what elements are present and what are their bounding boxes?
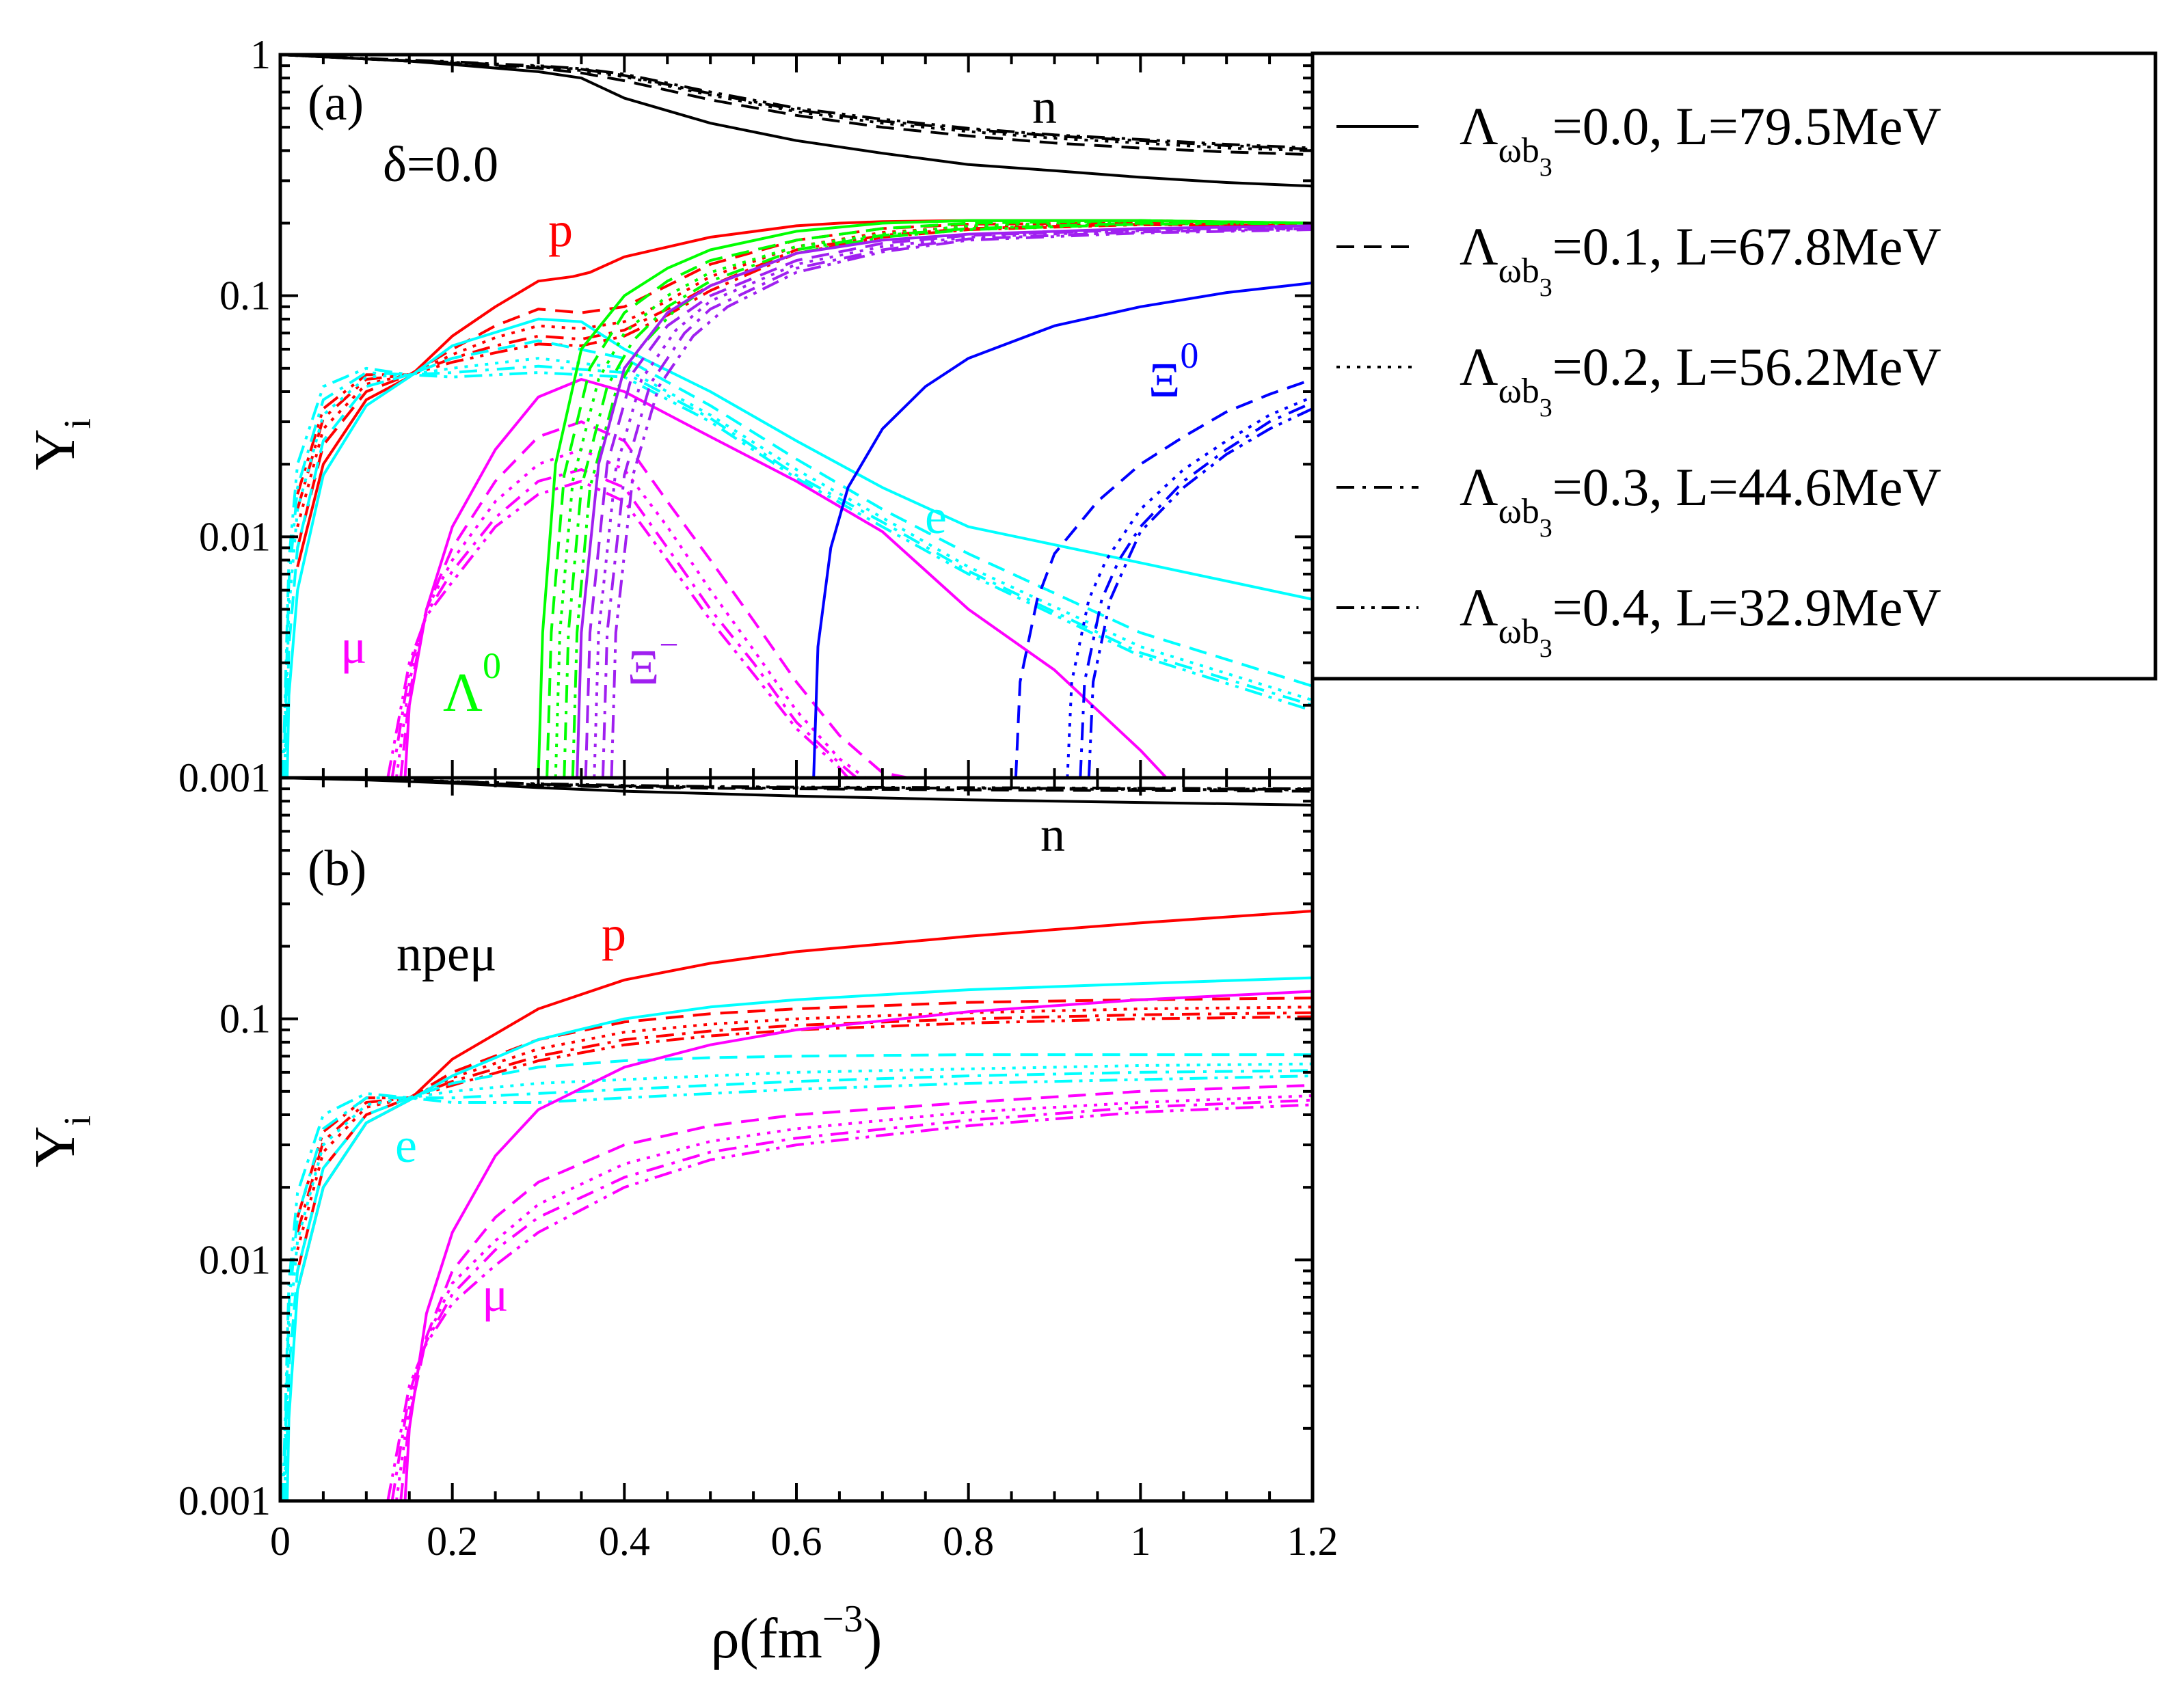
series-b-p-2 [296,1005,1313,1251]
x-axis-ticks: 0 0.2 0.4 0.6 0.8 1 1.2 [270,55,1339,1564]
series-b-p-1 [296,997,1313,1271]
label-a-xi-minus: Ξ− [628,625,679,694]
label-b-mu: μ [482,1267,509,1322]
label-a-p: p [548,202,573,257]
series-b-e-1 [284,1053,1313,1501]
panel-a-label: (a) [308,75,364,131]
series-b-p-3 [296,1011,1313,1233]
series-a-Lambda-0 [537,219,1313,778]
series-a-e-2 [283,357,1313,778]
legend-label-3: Λωb3=0.3, L=44.6MeV [1460,457,1941,543]
y-tick-label: 0.01 [199,1237,271,1282]
y-tick-label: 0.1 [219,273,271,318]
y-tick-label: 0.001 [178,1478,271,1523]
series-a-Xi_zero-3 [1079,401,1313,778]
series-a-Lambda-1 [546,219,1313,778]
label-a-xi-zero: Ξ0 [1148,335,1198,407]
label-a-mu: μ [340,619,367,674]
series-a-Lambda-2 [554,219,1313,778]
y-tick-label: 0.1 [219,997,271,1042]
label-b-n: n [1040,807,1065,862]
x-tick-label: 1.2 [1287,1519,1339,1564]
series-a-n-3 [280,55,1313,151]
series-a-Xi_zero-1 [1014,378,1313,778]
label-a-e: e [925,489,947,544]
panel-a-y-ticks: 0.001 0.01 0.1 1 [178,32,1313,800]
series-b-p-4 [296,1015,1313,1218]
panel-a-curves [280,55,1313,778]
series-a-e-1 [284,339,1313,778]
series-b-mu-0 [403,990,1313,1501]
series-a-e-0 [286,317,1313,778]
y-tick-label: 1 [250,32,271,77]
label-b-e: e [395,1118,417,1173]
series-b-mu-3 [390,1098,1313,1501]
series-b-e-3 [282,1069,1313,1501]
panel-b-y-ticks: 0.001 0.01 0.1 [178,787,1313,1523]
series-a-Xi_zero-2 [1066,396,1313,778]
series-a-e-3 [282,364,1313,778]
series-a-mu-0 [403,378,1168,778]
series-a-Xi_minus-3 [601,227,1313,778]
series-a-e-4 [281,366,1313,778]
legend: Λωb3=0.0, L=79.5MeV Λωb3=0.1, L=67.8MeV Λω… [1310,51,2157,681]
legend-label-4: Λωb3=0.4, L=32.9MeV [1460,578,1941,663]
series-b-mu-4 [386,1103,1313,1501]
label-a-lambda: Λ0 [443,645,501,723]
label-b-p: p [602,906,626,961]
x-tick-label: 1 [1130,1519,1151,1564]
series-a-Xi_minus-2 [593,227,1313,778]
label-a-n: n [1032,79,1057,134]
series-a-Xi_minus-1 [584,226,1313,778]
series-a-Xi_minus-4 [610,228,1313,778]
panel-b-curves [280,778,1313,1501]
series-b-e-0 [286,976,1313,1501]
x-tick-label: 0.8 [943,1519,994,1564]
series-b-e-2 [283,1062,1313,1501]
series-a-Xi_minus-0 [576,224,1313,778]
series-a-mu-1 [399,420,909,778]
panel-a-sublabel: δ=0.0 [383,137,498,193]
y-tick-label: 0.001 [178,755,271,800]
panel-a: 0.001 0.01 0.1 1 (a) δ=0.0 Yi n p e μ Λ0 Ξ−… [23,32,1315,800]
legend-label-1: Λωb3=0.1, L=67.8MeV [1460,217,1941,302]
panel-b-label: (b) [308,841,366,897]
panel-a-ylabel: Yi [23,418,99,470]
series-b-mu-2 [394,1094,1313,1501]
panel-b-sublabel: npeμ [396,926,497,982]
x-tick-label: 0.6 [771,1519,822,1564]
series-b-mu-1 [399,1083,1313,1501]
x-axis-label: ρ(fm−3) [711,1598,883,1670]
series-a-Xi_zero-0 [812,281,1313,778]
panel-b: 0.001 0.01 0.1 (b) npeμ Yi n p e μ [23,776,1315,1523]
series-a-mu-3 [390,468,858,778]
panel-b-ylabel: Yi [23,1115,99,1167]
x-tick-label: 0 [270,1519,291,1564]
x-tick-label: 0.4 [599,1519,650,1564]
legend-label-0: Λωb3=0.0, L=79.5MeV [1460,96,1941,182]
x-tick-label: 0.2 [427,1519,478,1564]
y-tick-label: 0.01 [199,514,271,559]
legend-label-2: Λωb3=0.2, L=56.2MeV [1460,337,1941,422]
series-b-e-4 [281,1074,1313,1501]
legend-box [1310,51,2157,681]
